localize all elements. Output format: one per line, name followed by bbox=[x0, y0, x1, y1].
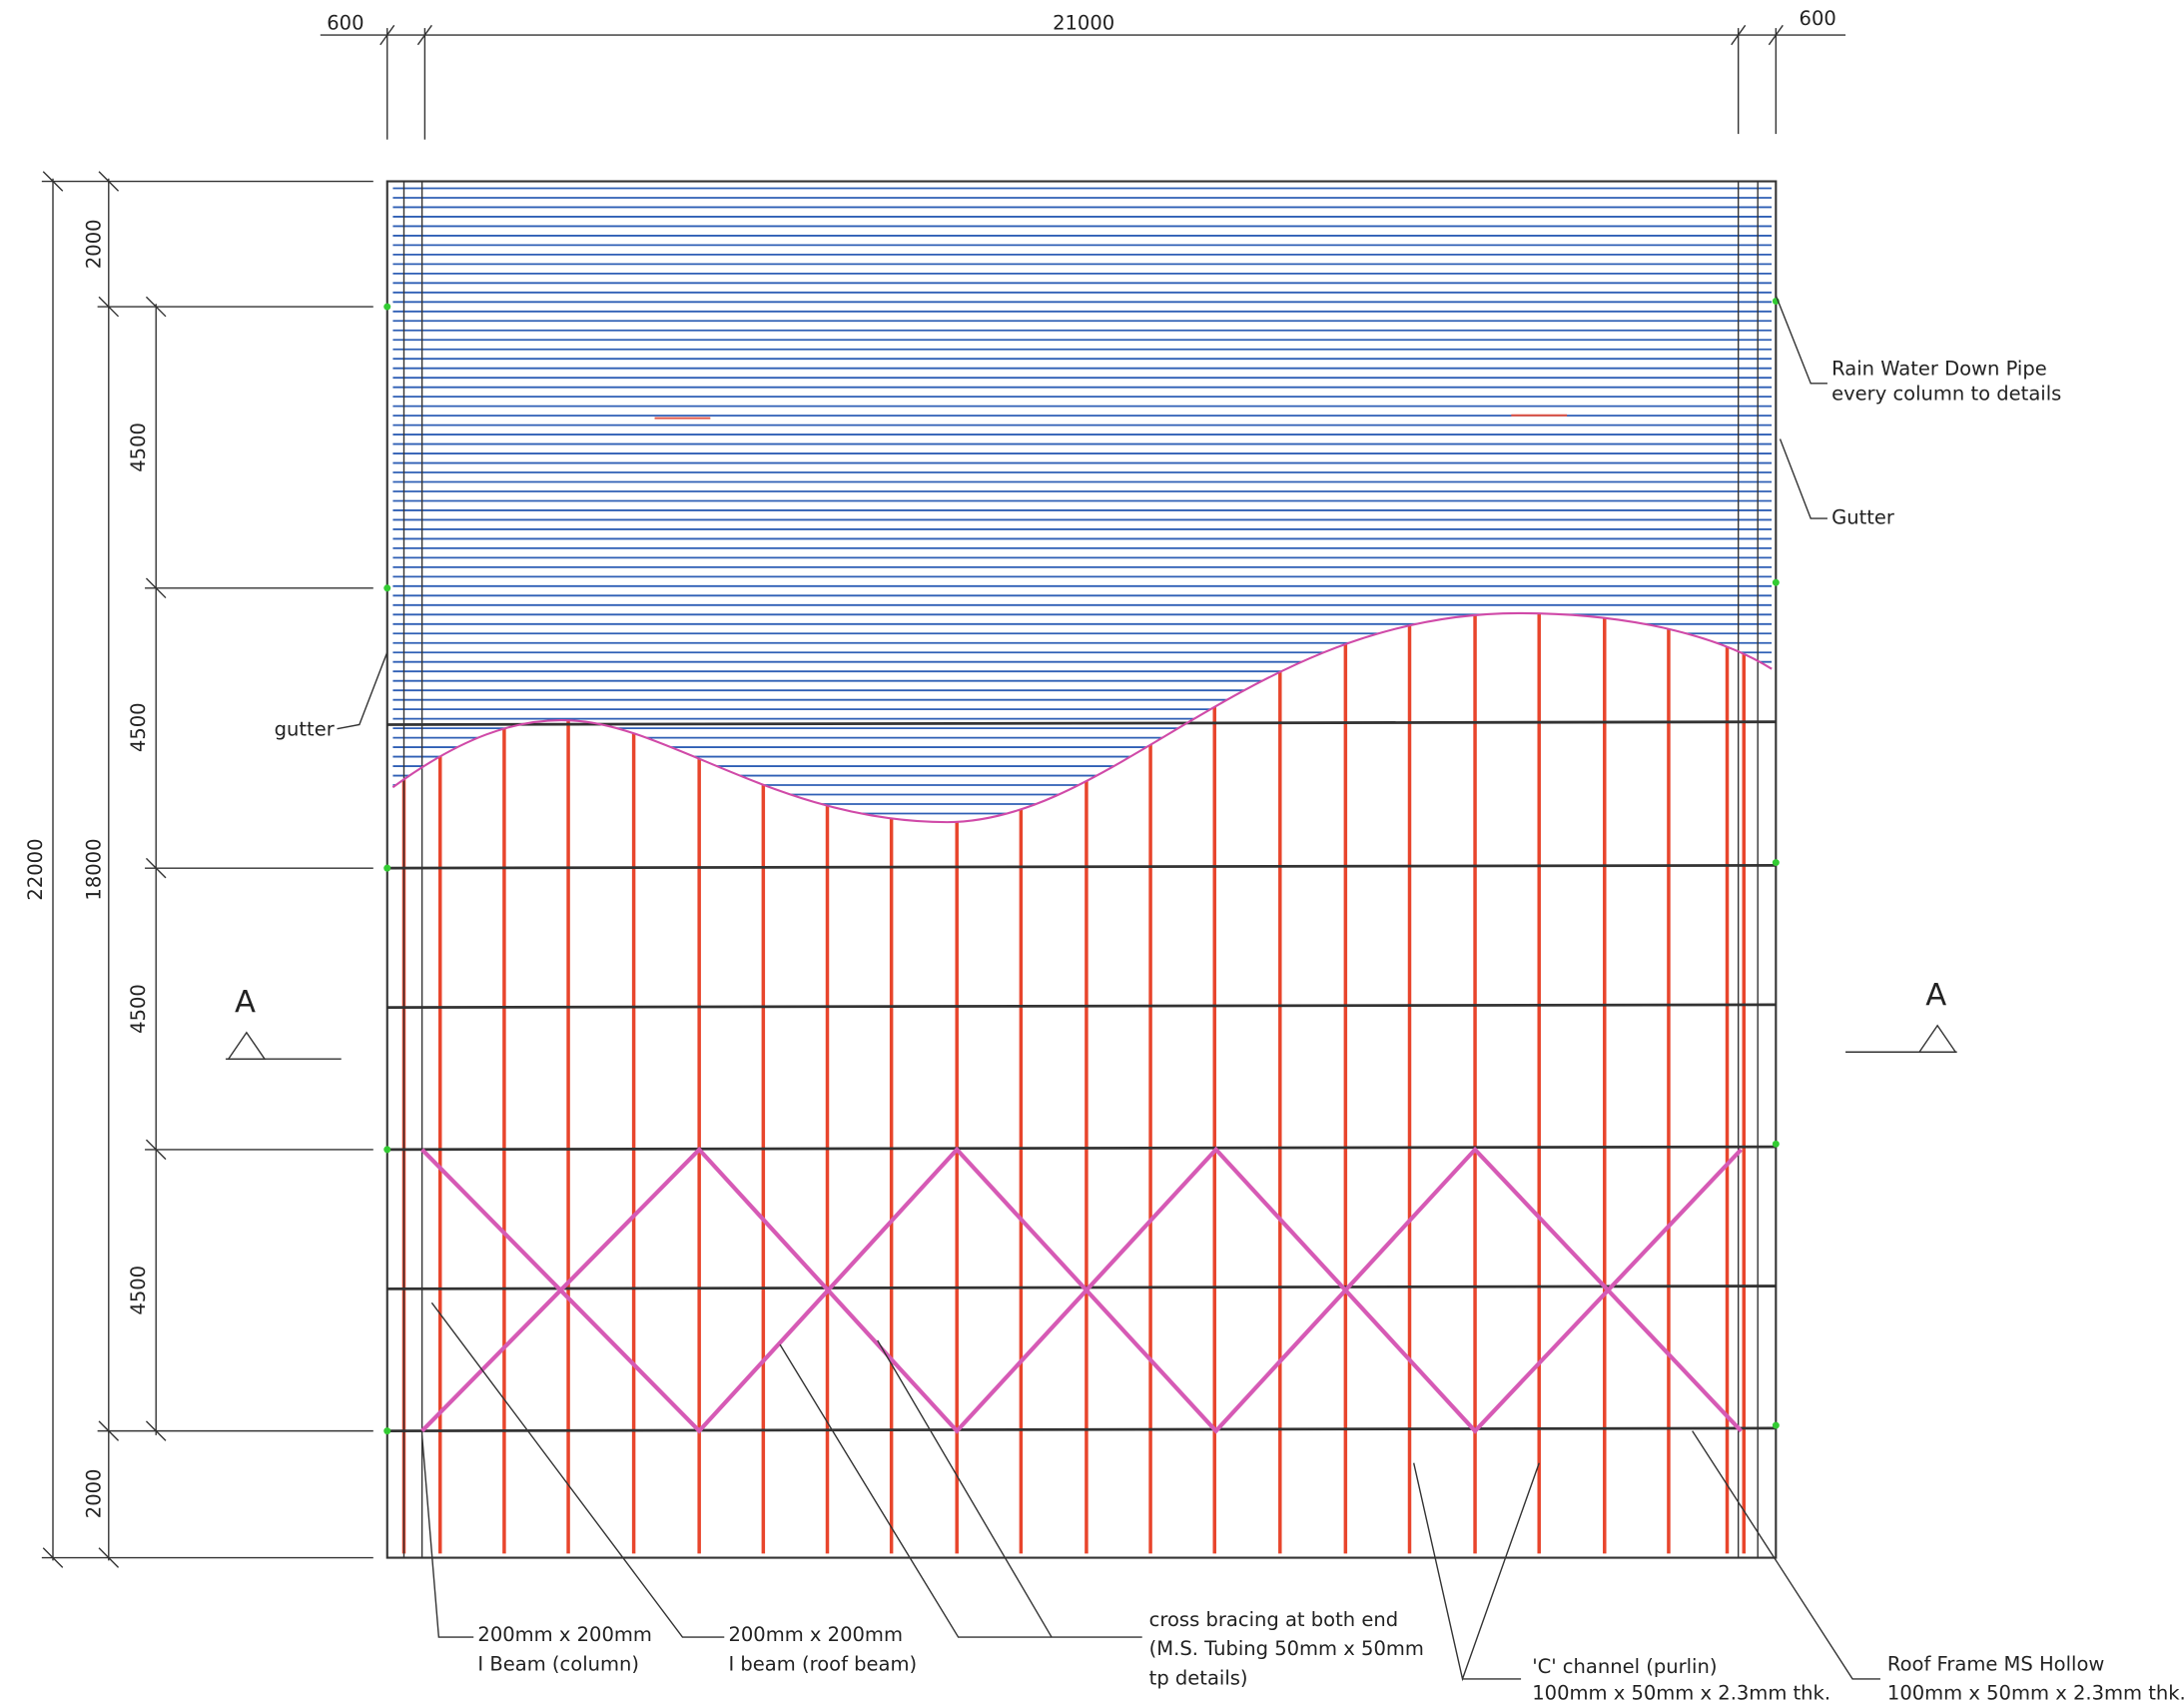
note: 'C' channel (purlin) bbox=[1532, 1655, 1717, 1678]
down-pipe bbox=[1772, 1421, 1780, 1429]
note: Roof Frame MS Hollow bbox=[1887, 1652, 2104, 1675]
roof-beam bbox=[386, 1426, 1777, 1433]
note: I Beam (column) bbox=[477, 1652, 639, 1675]
note: 100mm x 50mm x 2.3mm thk. bbox=[1887, 1682, 2184, 1705]
roof-beam bbox=[386, 1145, 1777, 1152]
dim-label: 4500 bbox=[127, 423, 150, 472]
note: 200mm x 200mm bbox=[477, 1623, 652, 1646]
frame bbox=[383, 180, 1780, 1559]
roof-beam bbox=[386, 1003, 1777, 1010]
annotation: Rain Water Down Pipe bbox=[1831, 357, 2047, 380]
down-pipe bbox=[383, 1427, 391, 1435]
section-label: A bbox=[235, 985, 256, 1020]
section-label: A bbox=[1925, 978, 1946, 1013]
annotation: Gutter bbox=[1831, 506, 1895, 529]
dim-label: 22000 bbox=[24, 838, 47, 900]
dim-label: 4500 bbox=[127, 984, 150, 1034]
dim-label: 600 bbox=[327, 11, 364, 34]
note: tp details) bbox=[1149, 1666, 1248, 1689]
annotation: gutter bbox=[275, 718, 336, 741]
annotation: every column to details bbox=[1831, 382, 2061, 405]
down-pipe bbox=[1772, 1140, 1780, 1148]
top-dimension bbox=[320, 24, 1846, 140]
section-marker bbox=[225, 1024, 1957, 1060]
note: I beam (roof beam) bbox=[728, 1652, 917, 1675]
down-pipe bbox=[383, 864, 391, 872]
note: 200mm x 200mm bbox=[728, 1623, 903, 1646]
cross-bracing bbox=[420, 1146, 1743, 1434]
down-pipe bbox=[1772, 859, 1780, 867]
roof-beam bbox=[386, 720, 1777, 726]
dim-label: 2000 bbox=[82, 219, 105, 269]
left-dimensions bbox=[41, 171, 373, 1568]
dim-label: 18000 bbox=[82, 838, 105, 900]
dim-label: 21000 bbox=[1053, 11, 1114, 34]
dim-label: 600 bbox=[1800, 7, 1836, 30]
note: 100mm x 50mm x 2.3mm thk. bbox=[1532, 1682, 1830, 1705]
down-pipe bbox=[383, 584, 391, 592]
note: cross bracing at both end bbox=[1149, 1608, 1398, 1631]
roof-sheeting bbox=[392, 187, 1773, 823]
leaders bbox=[337, 295, 1880, 1682]
roof-beam bbox=[386, 863, 1777, 870]
dim-label: 4500 bbox=[127, 702, 150, 752]
dim-label: 4500 bbox=[127, 1266, 150, 1315]
down-pipe bbox=[383, 303, 391, 311]
down-pipe bbox=[1772, 578, 1780, 586]
down-pipe bbox=[383, 1146, 391, 1154]
note: (M.S. Tubing 50mm x 50mm bbox=[1149, 1637, 1424, 1660]
dim-label: 2000 bbox=[82, 1469, 105, 1519]
bracing bbox=[420, 1146, 1743, 1434]
break-line bbox=[391, 611, 1773, 824]
bracing bbox=[420, 1146, 1743, 1434]
